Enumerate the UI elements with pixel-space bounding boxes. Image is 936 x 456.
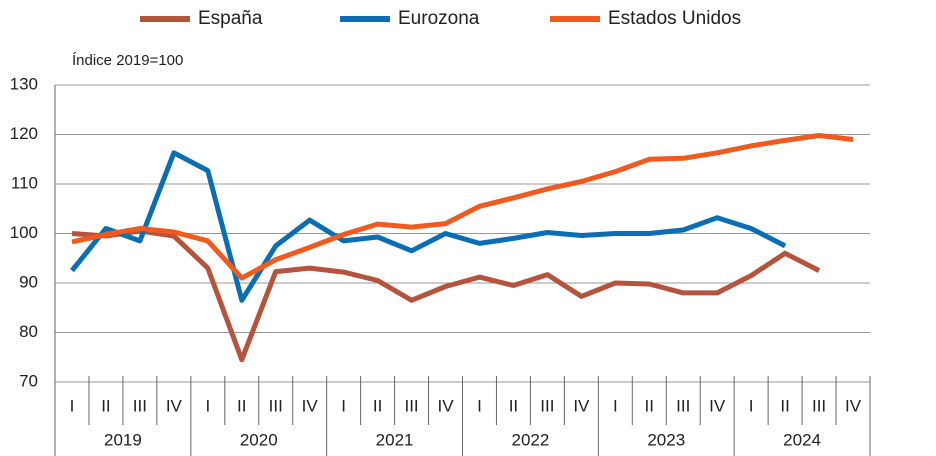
legend-label: Eurozona (398, 8, 480, 29)
x-tick-label: I (477, 396, 482, 415)
x-tick-label: IV (573, 396, 590, 415)
year-label: 2023 (647, 430, 685, 449)
y-tick-label: 110 (11, 173, 38, 192)
x-tick-label: III (133, 396, 147, 415)
y-tick-label: 90 (19, 272, 38, 291)
year-label: 2024 (783, 430, 821, 449)
data-line (70, 150, 787, 303)
x-tick-label: III (540, 396, 554, 415)
year-label: 2019 (104, 430, 142, 449)
y-tick-label: 70 (19, 371, 38, 390)
x-tick-label: IV (437, 396, 454, 415)
year-label: 2021 (376, 430, 414, 449)
y-tick-label: 80 (19, 322, 38, 341)
x-tick-label: III (676, 396, 690, 415)
year-label: 2020 (240, 430, 278, 449)
x-tick-label: IV (845, 396, 862, 415)
data-line (71, 133, 854, 281)
x-tick-label: II (780, 396, 789, 415)
x-tick-label: IV (302, 396, 319, 415)
y-tick-label: 120 (10, 124, 38, 143)
x-tick-label: I (70, 396, 75, 415)
x-tick-label: II (645, 396, 654, 415)
chart-subtitle: Índice 2019=100 (72, 52, 183, 69)
y-tick-label: 130 (10, 74, 38, 93)
x-tick-label: I (205, 396, 210, 415)
x-tick-label: III (269, 396, 283, 415)
x-tick-label: III (812, 396, 826, 415)
x-tick-label: II (101, 396, 110, 415)
year-label: 2022 (512, 430, 550, 449)
data-line (71, 228, 821, 363)
x-tick-label: II (237, 396, 246, 415)
x-tick-label: II (509, 396, 518, 415)
x-tick-label: III (404, 396, 418, 415)
x-tick-label: I (341, 396, 346, 415)
y-tick-label: 100 (10, 223, 38, 242)
x-tick-label: IV (709, 396, 726, 415)
x-tick-label: II (373, 396, 382, 415)
legend-label: Estados Unidos (608, 8, 741, 29)
x-tick-label: I (613, 396, 618, 415)
legend-label: España (198, 8, 263, 29)
x-tick-label: IV (166, 396, 183, 415)
x-tick-label: I (749, 396, 754, 415)
